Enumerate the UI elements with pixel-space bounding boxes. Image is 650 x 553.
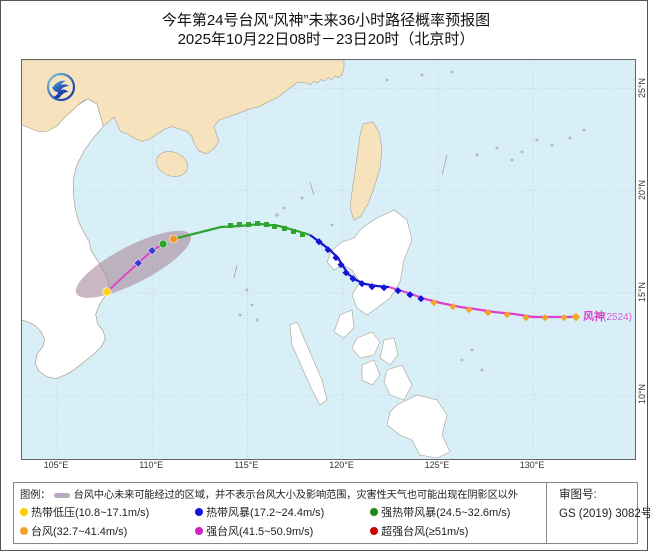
svg-text:(2524): (2524) bbox=[603, 312, 632, 323]
svg-text:风神: 风神 bbox=[583, 309, 605, 323]
